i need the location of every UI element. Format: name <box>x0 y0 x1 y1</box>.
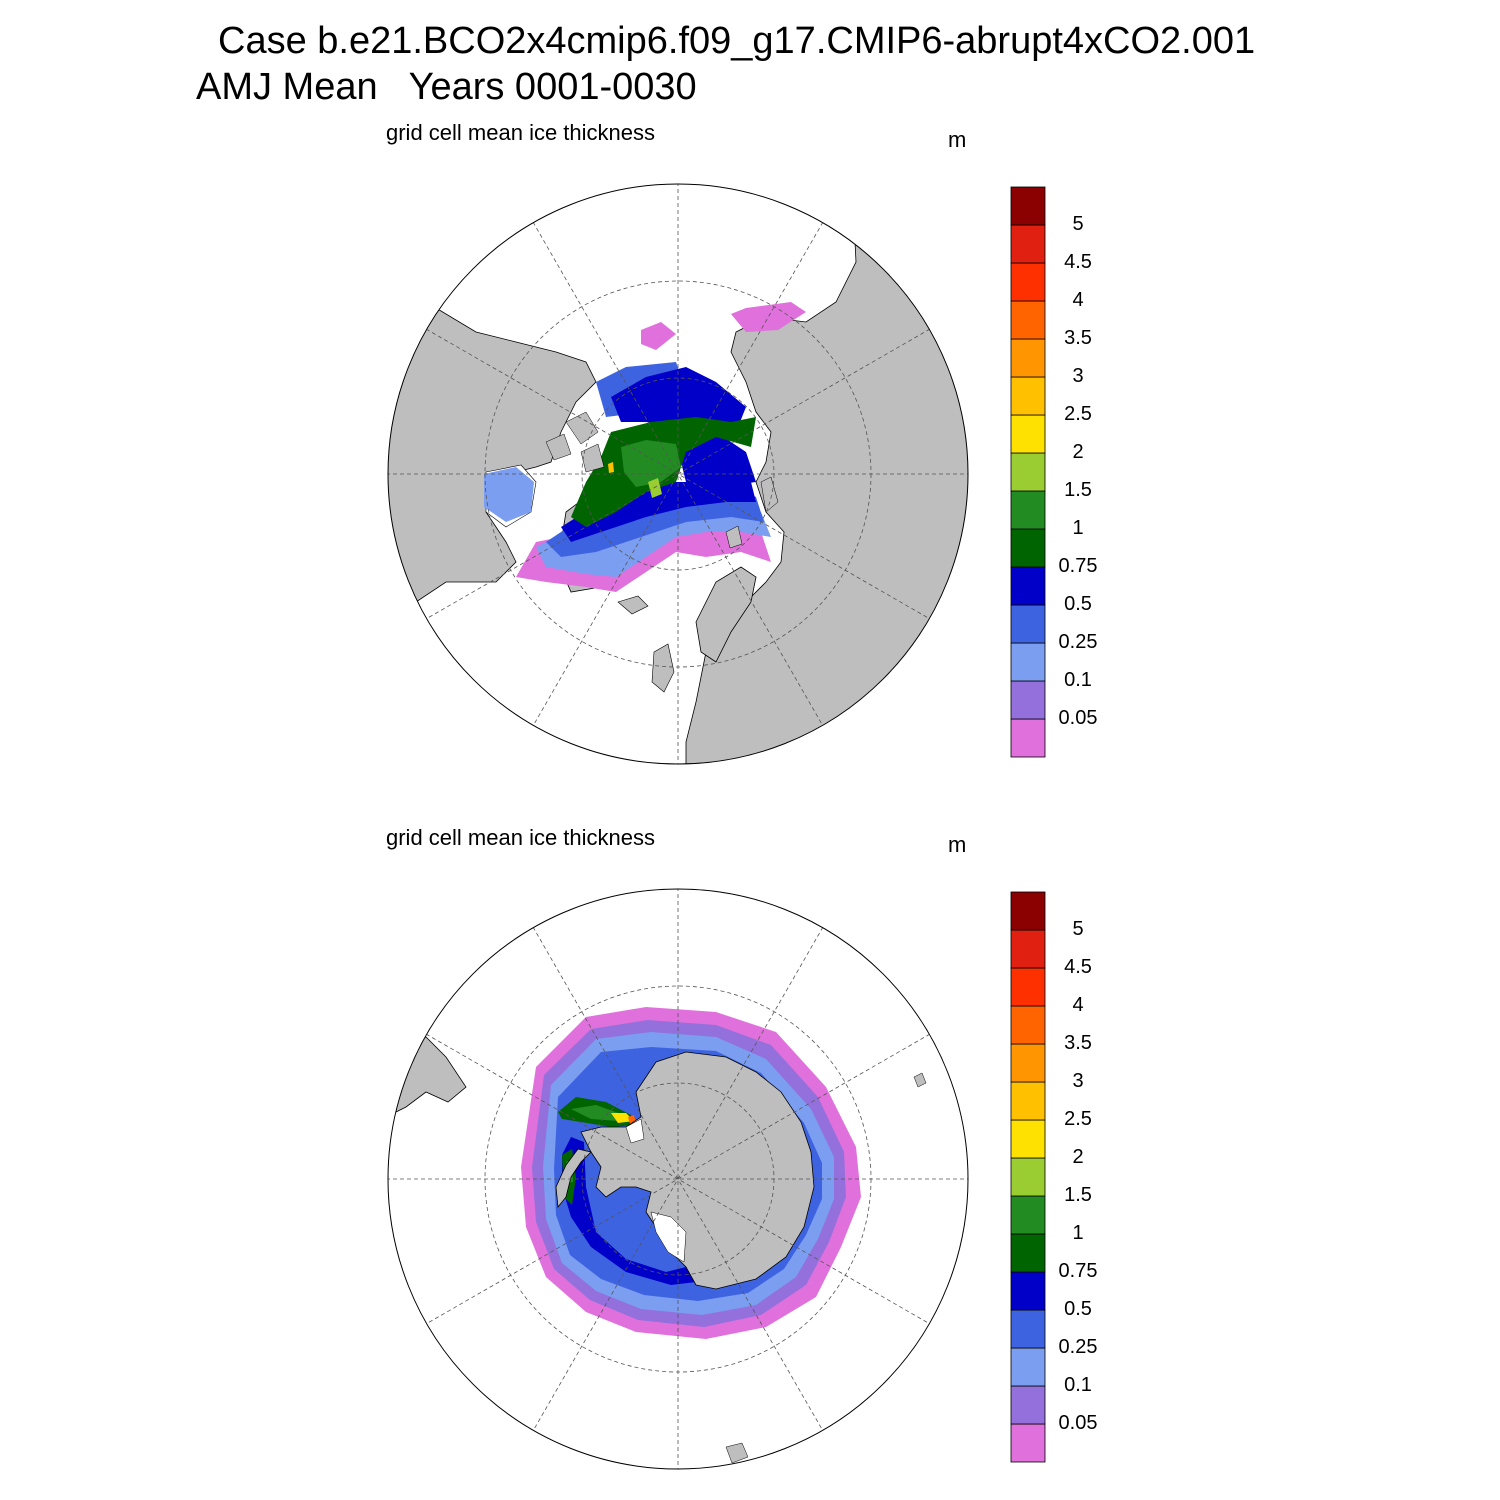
colorbar-tick-label: 3.5 <box>1064 327 1092 349</box>
colorbar-tick-label: 5 <box>1072 213 1084 235</box>
north-ice-0.1 <box>484 467 534 522</box>
figure-title-case: Case b.e21.BCO2x4cmip6.f09_g17.CMIP6-abr… <box>218 20 1256 62</box>
south-colorbar <box>1010 891 1046 1463</box>
colorbar-tick-label: 2 <box>1072 441 1084 463</box>
south-colorbar-boxes <box>1010 891 1046 1463</box>
colorbar-tick-label: 1 <box>1072 1222 1084 1244</box>
colorbar-tick-label: 3 <box>1072 365 1084 387</box>
colorbar-box <box>1010 1309 1046 1349</box>
colorbar-box <box>1010 224 1046 264</box>
colorbar-box <box>1010 262 1046 302</box>
colorbar-tick-label: 1.5 <box>1064 479 1092 501</box>
colorbar-tick-label: 0.75 <box>1058 555 1098 577</box>
colorbar-box <box>1010 891 1046 931</box>
colorbar-tick-label: 0.25 <box>1058 631 1098 653</box>
colorbar-box <box>1010 490 1046 530</box>
colorbar-tick-label: 0.1 <box>1064 669 1092 691</box>
colorbar-box <box>1010 1119 1046 1159</box>
south-ice-0.75 <box>562 1137 696 1285</box>
colorbar-tick-label: 0.5 <box>1064 1298 1092 1320</box>
colorbar-box <box>1010 1157 1046 1197</box>
north-colorbar-boxes <box>1010 186 1046 758</box>
north-ice-1 <box>621 440 681 487</box>
colorbar-box <box>1010 1195 1046 1235</box>
colorbar-tick-label: 0.05 <box>1058 1412 1098 1434</box>
colorbar-tick-label: 4 <box>1072 289 1084 311</box>
colorbar-box <box>1010 1385 1046 1425</box>
colorbar-tick-label: 4.5 <box>1064 251 1092 273</box>
colorbar-tick-label: 0.5 <box>1064 593 1092 615</box>
colorbar-box <box>1010 1423 1046 1463</box>
north-ice-1.5 <box>648 478 662 498</box>
colorbar-tick-label: 2.5 <box>1064 1108 1092 1130</box>
colorbar-box <box>1010 1081 1046 1121</box>
colorbar-tick-label: 0.25 <box>1058 1336 1098 1358</box>
colorbar-box <box>1010 186 1046 226</box>
colorbar-box <box>1010 452 1046 492</box>
colorbar-tick-label: 5 <box>1072 918 1084 940</box>
colorbar-tick-label: 2.5 <box>1064 403 1092 425</box>
colorbar-box <box>1010 1271 1046 1311</box>
colorbar-box <box>1010 1347 1046 1387</box>
north-panel-title: grid cell mean ice thickness <box>386 120 656 145</box>
colorbar-tick-label: 0.05 <box>1058 707 1098 729</box>
colorbar-box <box>1010 718 1046 758</box>
south-panel-title: grid cell mean ice thickness <box>386 825 656 850</box>
scandinavia-land <box>695 566 757 663</box>
colorbar-box <box>1010 376 1046 416</box>
north-america-land <box>388 281 597 613</box>
colorbar-box <box>1010 566 1046 606</box>
colorbar-tick-label: 1 <box>1072 517 1084 539</box>
colorbar-box <box>1010 414 1046 454</box>
colorbar-box <box>1010 680 1046 720</box>
colorbar-box <box>1010 1233 1046 1273</box>
north-ice-0.5 <box>561 467 756 542</box>
colorbar-tick-label: 4 <box>1072 994 1084 1016</box>
colorbar-box <box>1010 1005 1046 1045</box>
colorbar-tick-label: 0.1 <box>1064 1374 1092 1396</box>
south-polar-map <box>387 888 969 1470</box>
colorbar-tick-label: 2 <box>1072 1146 1084 1168</box>
figure-title-period: AMJ Mean Years 0001-0030 <box>196 66 697 108</box>
colorbar-box <box>1010 929 1046 969</box>
colorbar-box <box>1010 338 1046 378</box>
colorbar-tick-label: 0.75 <box>1058 1260 1098 1282</box>
colorbar-box <box>1010 528 1046 568</box>
colorbar-box <box>1010 300 1046 340</box>
colorbar-box <box>1010 1043 1046 1083</box>
north-colorbar <box>1010 186 1046 758</box>
colorbar-box <box>1010 967 1046 1007</box>
colorbar-box <box>1010 604 1046 644</box>
north-panel-unit: m <box>948 127 967 152</box>
colorbar-tick-label: 1.5 <box>1064 1184 1092 1206</box>
colorbar-tick-label: 4.5 <box>1064 956 1092 978</box>
colorbar-tick-label: 3.5 <box>1064 1032 1092 1054</box>
colorbar-box <box>1010 642 1046 682</box>
north-polar-map <box>387 183 969 765</box>
colorbar-tick-label: 3 <box>1072 1070 1084 1092</box>
south-panel-unit: m <box>948 832 967 857</box>
